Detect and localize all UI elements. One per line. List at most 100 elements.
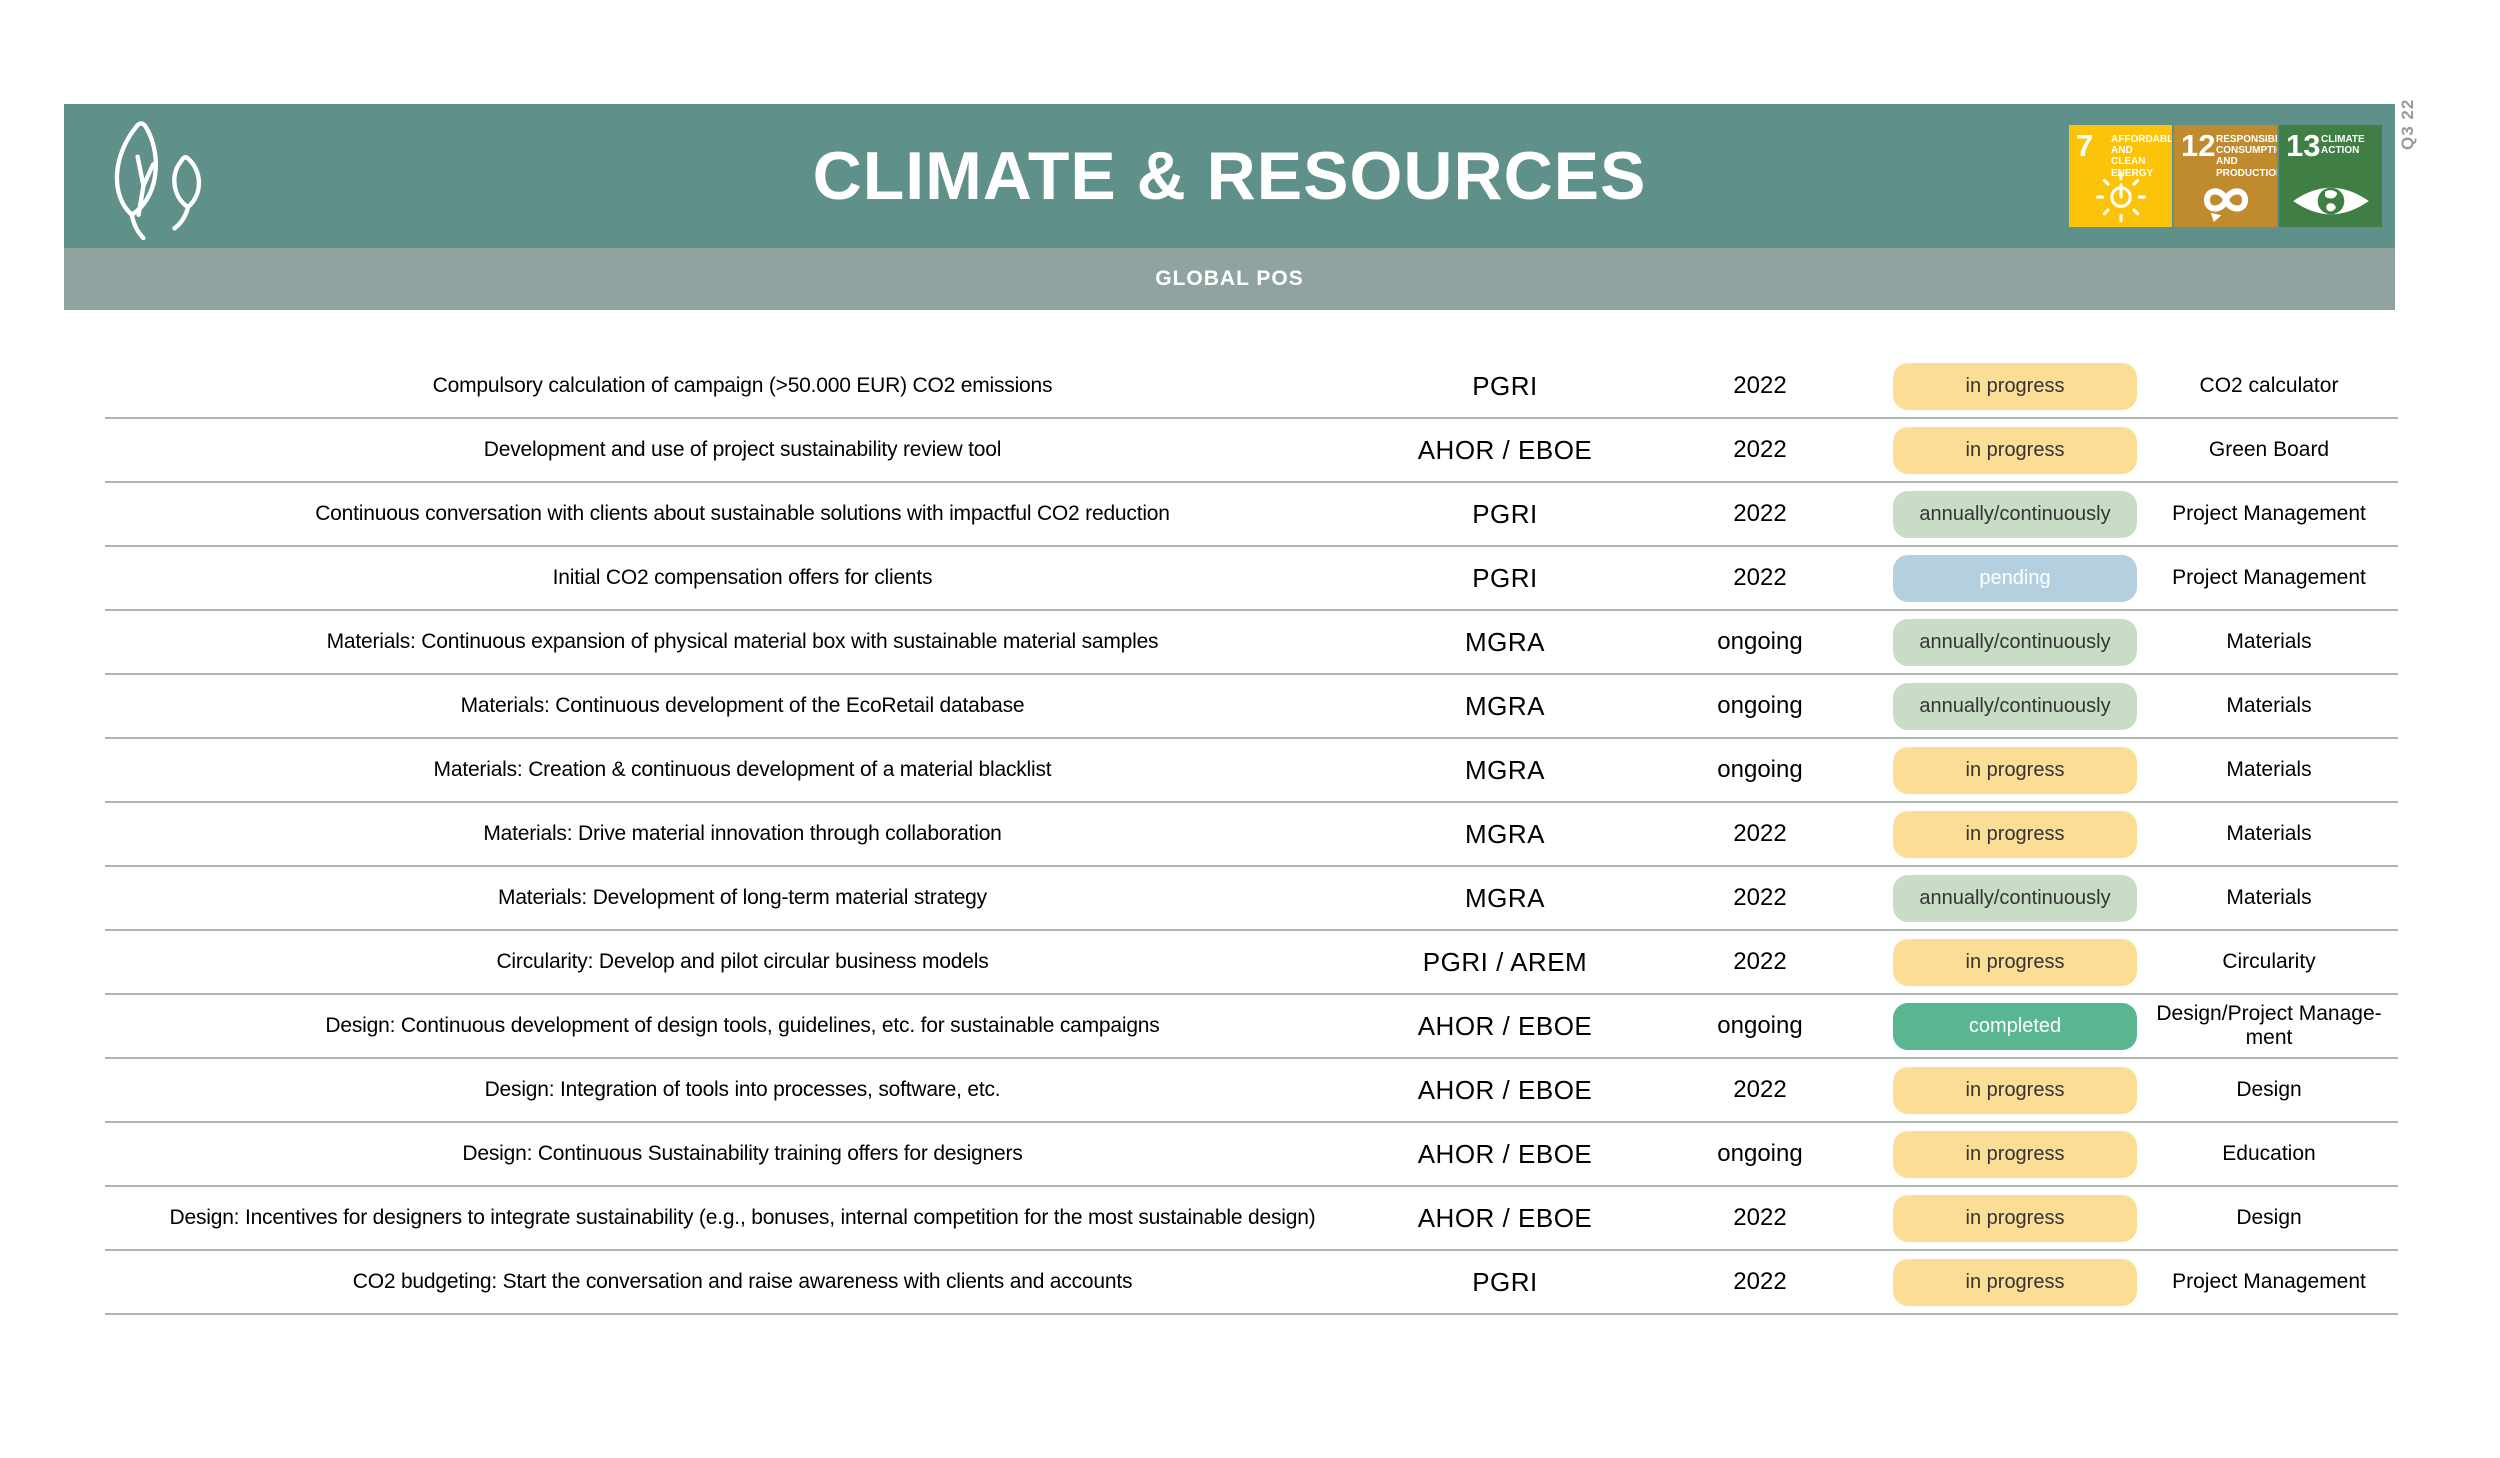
status-cell: annually/continuously: [1890, 618, 2140, 666]
status-cell: in progress: [1890, 1194, 2140, 1242]
status-cell: annually/continuously: [1890, 490, 2140, 538]
table-row: Circularity: Develop and pilot circular …: [105, 931, 2398, 995]
year-label: 2022: [1733, 1268, 1787, 1295]
table-row: Design: Continuous Sustainability traini…: [105, 1123, 2398, 1187]
status-cell: in progress: [1890, 746, 2140, 794]
year-label: 2022: [1733, 436, 1787, 463]
owner-label: AHOR / EBOE: [1417, 1138, 1593, 1169]
status-cell: annually/continuously: [1890, 874, 2140, 922]
sdg12-number: 12: [2181, 128, 2216, 163]
owner-label: AHOR / EBOE: [1417, 1010, 1593, 1041]
year-label: 2022: [1733, 820, 1787, 847]
sdg7-badge: 7 AFFORDABLE AND CLEAN ENERGY: [2069, 125, 2172, 227]
task-label: Development and use of project sustainab…: [483, 438, 1002, 461]
table-row: Continuous conversation with clients abo…: [105, 483, 2398, 547]
category-label: Project Management: [2172, 1269, 2366, 1293]
sdg7-number: 7: [2076, 128, 2094, 163]
status-badge: annually/continuously: [1893, 490, 2137, 538]
owner-label: PGRI: [1472, 1266, 1538, 1297]
category-label: Materials: [2226, 693, 2312, 717]
category-label: Materials: [2226, 821, 2312, 845]
owner-label: MGRA: [1465, 690, 1545, 721]
subheader-band: GLOBAL POS: [64, 248, 2395, 310]
status-cell: in progress: [1890, 1258, 2140, 1306]
owner-label: MGRA: [1465, 754, 1545, 785]
task-label: Design: Integration of tools into proces…: [484, 1078, 1001, 1101]
status-cell: completed: [1890, 1002, 2140, 1050]
category-label: Design: [2236, 1077, 2302, 1101]
table-row: Design: Continuous development of design…: [105, 995, 2398, 1059]
status-badge: in progress: [1893, 746, 2137, 794]
status-badge: annually/continuously: [1893, 874, 2137, 922]
sdg13-number: 13: [2286, 128, 2321, 163]
page-title: CLIMATE & RESOURCES: [812, 138, 1647, 214]
owner-label: PGRI: [1472, 370, 1538, 401]
year-label: 2022: [1733, 1204, 1787, 1231]
year-label: 2022: [1733, 948, 1787, 975]
task-label: Materials: Continuous development of the…: [460, 694, 1025, 717]
task-label: Design: Incentives for designers to inte…: [169, 1206, 1316, 1229]
status-cell: annually/continuously: [1890, 682, 2140, 730]
category-label: Materials: [2226, 885, 2312, 909]
leaf-logo-icon: [114, 121, 202, 240]
category-label: CO2 calculator: [2199, 373, 2339, 397]
sdg12-badge: 12 RESPONSIBLE CONSUMPTION AND PRODUCTIO…: [2174, 125, 2277, 227]
table-row: CO2 budgeting: Start the conversation an…: [105, 1251, 2398, 1315]
status-badge: annually/continuously: [1893, 682, 2137, 730]
status-badge: in progress: [1893, 1194, 2137, 1242]
category-label: Education: [2222, 1141, 2316, 1165]
task-label: Design: Continuous development of design…: [325, 1014, 1160, 1037]
sdg13-badge: 13 CLIMATE ACTION: [2279, 125, 2382, 227]
status-badge: in progress: [1893, 938, 2137, 986]
infinity-arrow-icon: [2203, 188, 2248, 223]
year-label: 2022: [1733, 372, 1787, 399]
sdg-badges: 7 AFFORDABLE AND CLEAN ENERGY 12 RESPONS…: [2069, 125, 2382, 227]
table-row: Materials: Continuous expansion of physi…: [105, 611, 2398, 675]
category-label: Design: [2236, 1205, 2302, 1229]
table-row: Materials: Continuous development of the…: [105, 675, 2398, 739]
task-label: Continuous conversation with clients abo…: [315, 502, 1170, 525]
status-cell: in progress: [1890, 1130, 2140, 1178]
owner-label: PGRI: [1472, 562, 1538, 593]
task-label: Materials: Drive material innovation thr…: [483, 822, 1002, 845]
table-row: Initial CO2 compensation offers for clie…: [105, 547, 2398, 611]
task-label: Compulsory calculation of campaign (>50.…: [432, 374, 1053, 397]
category-label: Project Management: [2172, 565, 2366, 589]
category-label: Circularity: [2222, 949, 2316, 973]
status-badge: annually/continuously: [1893, 618, 2137, 666]
status-badge: completed: [1893, 1002, 2137, 1050]
year-label: ongoing: [1717, 692, 1803, 719]
table-row: Development and use of project sustainab…: [105, 419, 2398, 483]
task-label: Materials: Development of long-term mate…: [498, 886, 987, 909]
status-cell: in progress: [1890, 426, 2140, 474]
year-label: 2022: [1733, 564, 1787, 591]
year-label: ongoing: [1717, 628, 1803, 655]
table-row: Design: Incentives for designers to inte…: [105, 1187, 2398, 1251]
status-badge: in progress: [1893, 1066, 2137, 1114]
task-label: Circularity: Develop and pilot circular …: [496, 950, 989, 973]
sdg13-label: CLIMATE ACTION: [2321, 134, 2365, 157]
owner-label: AHOR / EBOE: [1417, 1074, 1593, 1105]
quarter-label: Q3 22: [2398, 98, 2417, 150]
owner-label: PGRI / AREM: [1422, 946, 1588, 977]
category-label: Materials: [2226, 757, 2312, 781]
table-row: Materials: Drive material innovation thr…: [105, 803, 2398, 867]
status-badge: in progress: [1893, 810, 2137, 858]
header-band: CLIMATE & RESOURCES 7 AFFORDABLE AND CLE…: [64, 104, 2395, 248]
owner-label: PGRI: [1472, 498, 1538, 529]
table-row: Compulsory calculation of campaign (>50.…: [105, 355, 2398, 419]
year-label: 2022: [1733, 884, 1787, 911]
year-label: ongoing: [1717, 756, 1803, 783]
status-cell: in progress: [1890, 362, 2140, 410]
owner-label: MGRA: [1465, 626, 1545, 657]
status-cell: in progress: [1890, 810, 2140, 858]
status-cell: in progress: [1890, 938, 2140, 986]
task-label: Materials: Continuous expansion of physi…: [326, 630, 1159, 653]
year-label: 2022: [1733, 500, 1787, 527]
owner-label: AHOR / EBOE: [1417, 1202, 1593, 1233]
task-label: Design: Continuous Sustainability traini…: [462, 1142, 1023, 1165]
actions-table: Compulsory calculation of campaign (>50.…: [105, 355, 2398, 1315]
sdg12-label: RESPONSIBLE CONSUMPTION AND PRODUCTION: [2216, 134, 2277, 179]
eye-globe-icon: [2292, 187, 2369, 215]
sun-power-icon: [2095, 172, 2146, 223]
